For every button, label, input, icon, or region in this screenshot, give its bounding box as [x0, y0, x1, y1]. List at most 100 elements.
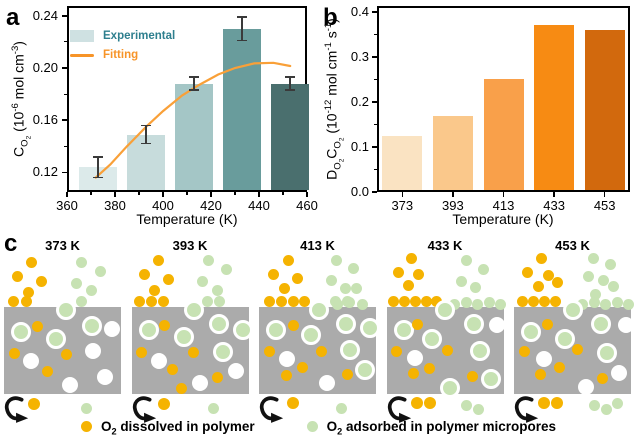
b-ytick-minor	[374, 123, 377, 126]
released-o2-dot	[287, 397, 299, 409]
released-green-dot	[611, 397, 623, 409]
dissolved-o2	[442, 344, 453, 356]
o2-gas-dot	[35, 275, 47, 287]
adsorbed-o2-in-pore	[336, 314, 356, 334]
a-y-axis-label: CO2 (10-6 mol cm-3)	[10, 41, 33, 157]
o2-green-gas-dot	[70, 277, 82, 289]
temperature-label: 413 K	[300, 238, 335, 253]
empty-micropore	[618, 317, 634, 333]
o2-gas-dot	[532, 280, 544, 292]
o2-green-gas-dot	[582, 270, 594, 282]
o2-gas-dot	[22, 286, 34, 298]
o2-gas-dot	[278, 282, 290, 294]
adsorbed-o2-in-pore	[521, 322, 541, 342]
b-xtick	[452, 192, 454, 197]
b-ytick	[372, 56, 377, 58]
empty-micropore	[150, 353, 167, 369]
o2-gas-dot	[263, 295, 275, 307]
error-cap-top-413	[189, 76, 200, 78]
legend-label-experimental: Experimental	[103, 30, 176, 42]
adsorbed-o2-in-pore	[463, 314, 484, 334]
b-xtick	[603, 192, 606, 197]
o2-gas-dot	[393, 266, 404, 278]
adsorbed-o2-in-pore	[421, 329, 442, 349]
adsorbed-o2-in-pore	[301, 325, 321, 345]
dissolved-o2	[159, 319, 170, 331]
released-green-dot	[335, 402, 347, 414]
dissolved-o2	[412, 318, 423, 330]
empty-micropore	[319, 375, 335, 391]
o2-green-gas-dot	[221, 263, 232, 275]
released-green-dot	[473, 403, 484, 415]
a-ytick-label: 0.16	[32, 112, 58, 128]
release-arrow-icon	[4, 395, 30, 423]
temperature-label: 393 K	[172, 238, 208, 253]
o2-green-edge-dot	[343, 296, 355, 308]
b-ytick	[372, 146, 377, 148]
error-cap-bottom-373	[93, 176, 104, 179]
o2-green-edge-dot	[484, 296, 495, 308]
dissolved-o2	[176, 382, 187, 394]
error-cap-bottom-393	[141, 142, 152, 145]
a-ytick-label: 0.24	[32, 7, 58, 23]
o2-green-gas-dot	[597, 274, 609, 286]
dissolved-o2	[188, 346, 199, 358]
o2-green-gas-dot	[589, 288, 601, 300]
b-ytick-label: 0.0	[350, 184, 369, 199]
o2-gas-dot	[521, 266, 533, 278]
o2-green-gas-dot	[350, 282, 362, 294]
o2-gas-dot	[275, 295, 287, 307]
adsorbed-o2-in-pore	[266, 320, 286, 340]
dissolved-o2-dot-icon	[80, 421, 92, 432]
dissolved-o2	[391, 345, 402, 357]
temperature-label: 433 K	[427, 238, 463, 253]
a-xtick-label: 360	[56, 198, 78, 213]
o2-green-edge-dot	[588, 296, 600, 308]
a-xtick-label: 380	[104, 198, 126, 213]
b-ytick	[372, 191, 377, 193]
dissolved-o2	[571, 343, 583, 355]
panel-a-letter: a	[6, 4, 20, 31]
bar-b-393	[432, 116, 473, 190]
released-o2-dot	[28, 398, 40, 410]
o2-gas-dot	[527, 295, 539, 307]
a-ytick-minor	[64, 93, 67, 95]
error-bar-393	[145, 125, 147, 144]
dissolved-o2	[263, 345, 275, 357]
o2-gas-dot	[516, 295, 528, 307]
adsorbed-o2-in-pore	[439, 378, 460, 398]
released-green-dot	[208, 402, 219, 414]
diagram-panel-393K: 393 K	[131, 238, 253, 423]
released-green-dot	[461, 399, 472, 411]
o2-gas-dot	[11, 270, 23, 282]
adsorbed-o2-in-pore	[393, 320, 414, 340]
b-xtick	[553, 192, 555, 197]
o2-gas-dot	[153, 254, 164, 266]
o2-green-gas-dot	[339, 282, 351, 294]
o2-green-edge-dot	[356, 298, 368, 310]
empty-micropore	[611, 365, 627, 381]
o2-gas-dot	[298, 295, 310, 307]
bar-b-373	[382, 135, 423, 190]
bar-a-433	[223, 28, 262, 190]
o2-gas-dot	[410, 295, 421, 307]
a-ytick	[62, 119, 67, 121]
o2-gas-dot	[535, 252, 547, 264]
temperature-label: 373 K	[45, 238, 80, 253]
b-xtick-label: 413	[492, 198, 515, 213]
a-ytick	[62, 67, 67, 69]
a-ytick-label: 0.20	[32, 60, 58, 75]
error-cap-top-393	[141, 124, 152, 127]
empty-micropore	[97, 369, 113, 385]
b-ytick	[372, 11, 377, 13]
o2-gas-dot	[158, 295, 169, 307]
a-ytick-minor	[64, 145, 67, 147]
o2-green-gas-dot	[212, 284, 223, 296]
released-o2-dot	[551, 397, 563, 409]
adsorbed-o2-in-pore	[591, 314, 611, 334]
b-xtick-label: 433	[543, 198, 565, 213]
dissolved-o2	[280, 369, 292, 381]
diagram-legend: O2 dissolved in polymer O2 adsorbed in p…	[0, 419, 637, 436]
adsorbed-o2-in-pore	[173, 327, 194, 347]
